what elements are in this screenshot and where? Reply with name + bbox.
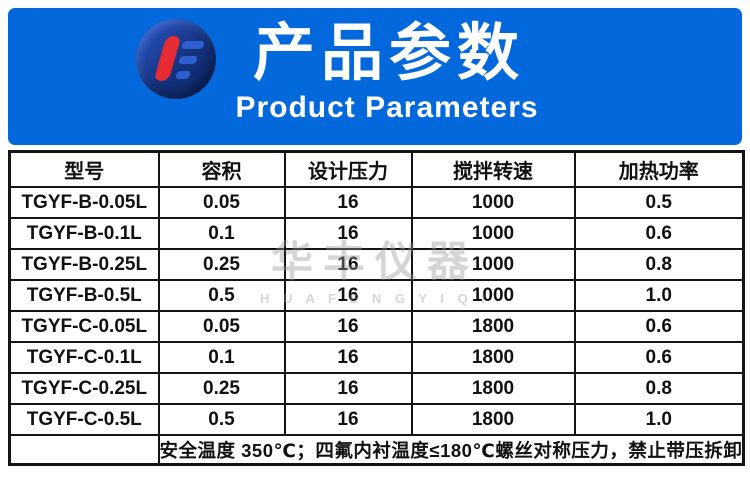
cell-speed: 1000 — [410, 217, 576, 250]
cell-model: TGYF-B-0.05L — [8, 186, 160, 219]
cell-power: 1.0 — [573, 279, 745, 312]
cell-speed: 1000 — [410, 186, 576, 219]
col-header-stir-speed: 搅拌转速 — [410, 150, 576, 188]
cell-speed: 1800 — [410, 310, 576, 343]
col-header-model: 型号 — [8, 150, 160, 188]
table-row: TGYF-B-0.1L 0.1 16 1000 0.6 — [8, 217, 745, 250]
cell-power: 0.6 — [573, 217, 745, 250]
safety-note: 安全温度 350℃；四氟内衬温度≤180℃螺丝对称压力，禁止带压拆卸 — [157, 434, 745, 466]
table-row: TGYF-B-0.5L 0.5 16 1000 1.0 — [8, 279, 745, 312]
cell-model: TGYF-C-0.5L — [8, 403, 160, 436]
col-header-design-pressure: 设计压力 — [283, 150, 413, 188]
header-banner: 产品参数 Product Parameters — [8, 8, 742, 145]
cell-model: TGYF-B-0.25L — [8, 248, 160, 281]
cell-pressure: 16 — [283, 248, 413, 281]
cell-pressure: 16 — [283, 341, 413, 374]
cell-volume: 0.5 — [157, 279, 286, 312]
parameters-table: 型号 容积 设计压力 搅拌转速 加热功率 TGYF-B-0.05L 0.05 1… — [8, 150, 745, 466]
cell-volume: 0.05 — [157, 186, 286, 219]
cell-pressure: 16 — [283, 186, 413, 219]
cell-power: 0.8 — [573, 248, 745, 281]
huafeng-logo-icon — [136, 19, 216, 99]
cell-volume: 0.05 — [157, 310, 286, 343]
cell-pressure: 16 — [283, 372, 413, 405]
table-row: TGYF-C-0.25L 0.25 16 1800 0.8 — [8, 372, 745, 405]
cell-volume: 0.5 — [157, 403, 286, 436]
logo-bar — [180, 41, 206, 49]
page-subtitle: Product Parameters — [235, 91, 539, 124]
table-row: TGYF-B-0.25L 0.25 16 1000 0.8 — [8, 248, 745, 281]
cell-volume: 0.25 — [157, 372, 286, 405]
table-row: TGYF-C-0.05L 0.05 16 1800 0.6 — [8, 310, 745, 343]
cell-volume: 0.1 — [157, 217, 286, 250]
cell-pressure: 16 — [283, 279, 413, 312]
cell-power: 0.6 — [573, 341, 745, 374]
cell-speed: 1800 — [410, 341, 576, 374]
cell-volume: 0.25 — [157, 248, 286, 281]
table-row: TGYF-B-0.05L 0.05 16 1000 0.5 — [8, 186, 745, 219]
cell-model: TGYF-C-0.05L — [8, 310, 160, 343]
cell-model: TGYF-C-0.25L — [8, 372, 160, 405]
cell-pressure: 16 — [283, 310, 413, 343]
table-row: TGYF-C-0.1L 0.1 16 1800 0.6 — [8, 341, 745, 374]
cell-power: 0.8 — [573, 372, 745, 405]
cell-speed: 1000 — [410, 279, 576, 312]
col-header-heating-power: 加热功率 — [573, 150, 745, 188]
table-row: TGYF-C-0.5L 0.5 16 1800 1.0 — [8, 403, 745, 436]
col-header-volume: 容积 — [157, 150, 286, 188]
cell-model: TGYF-B-0.5L — [8, 279, 160, 312]
cell-speed: 1000 — [410, 248, 576, 281]
page-title: 产品参数 — [252, 19, 525, 88]
cell-speed: 1800 — [410, 372, 576, 405]
cell-power: 0.5 — [573, 186, 745, 219]
cell-pressure: 16 — [283, 403, 413, 436]
cell-power: 0.6 — [573, 310, 745, 343]
cell-pressure: 16 — [283, 217, 413, 250]
cell-speed: 1800 — [410, 403, 576, 436]
logo-ring — [136, 19, 216, 99]
cell-model: TGYF-C-0.1L — [8, 341, 160, 374]
table-header-row: 型号 容积 设计压力 搅拌转速 加热功率 — [8, 150, 745, 188]
footer-empty-cell — [8, 434, 160, 466]
table-footer-row: 安全温度 350℃；四氟内衬温度≤180℃螺丝对称压力，禁止带压拆卸 — [8, 434, 745, 466]
cell-volume: 0.1 — [157, 341, 286, 374]
cell-model: TGYF-B-0.1L — [8, 217, 160, 250]
cell-power: 1.0 — [573, 403, 745, 436]
